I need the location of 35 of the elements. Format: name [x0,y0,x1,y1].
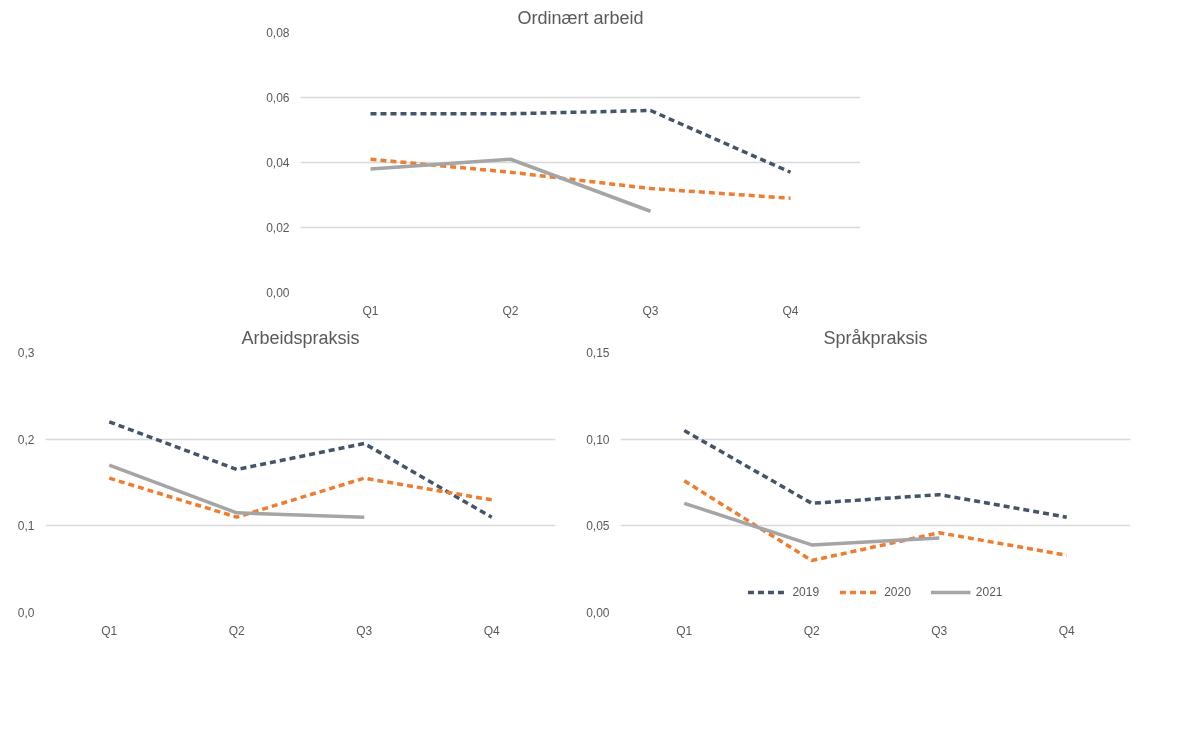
chart-title: Arbeidspraksis [241,327,360,348]
x-tick-label: Q3 [356,623,373,638]
x-tick-label: Q2 [803,623,821,638]
x-tick-label: Q1 [676,623,693,638]
y-tick-label: 0,15 [586,346,610,360]
x-tick-label: Q1 [362,303,379,318]
y-tick-label: 0,10 [586,432,610,447]
chart-title: Språkpraksis [823,327,928,348]
y-tick-label: 0,1 [17,519,35,534]
legend-label: 2020 [884,585,911,599]
x-tick-label: Q4 [483,623,501,638]
x-tick-label: Q3 [642,303,659,318]
legend-label: 2019 [792,585,820,599]
y-tick-label: 0,06 [266,91,290,105]
line-series [682,479,1069,563]
line-series [368,157,793,200]
y-tick-label: 0,05 [586,519,610,534]
x-tick-label: Q4 [782,303,799,318]
y-tick-label: 0,08 [266,26,290,40]
line-series [107,420,494,519]
chart-title: Ordinært arbeid [517,7,644,28]
y-tick-label: 0,2 [17,432,35,447]
x-tick-label: Q2 [502,303,519,318]
y-tick-label: 0,0 [17,606,35,620]
x-tick-label: Q1 [101,623,118,638]
line-series [682,428,1069,519]
y-tick-label: 0,04 [266,156,290,170]
x-tick-label: Q4 [1058,623,1076,638]
y-tick-label: 0,02 [266,221,290,235]
y-tick-label: 0,00 [586,606,610,620]
y-tick-label: 0,3 [17,346,35,360]
legend-label: 2021 [975,585,1003,599]
x-tick-label: Q2 [228,623,246,638]
x-tick-label: Q3 [931,623,948,638]
y-tick-label: 0,00 [266,286,290,300]
